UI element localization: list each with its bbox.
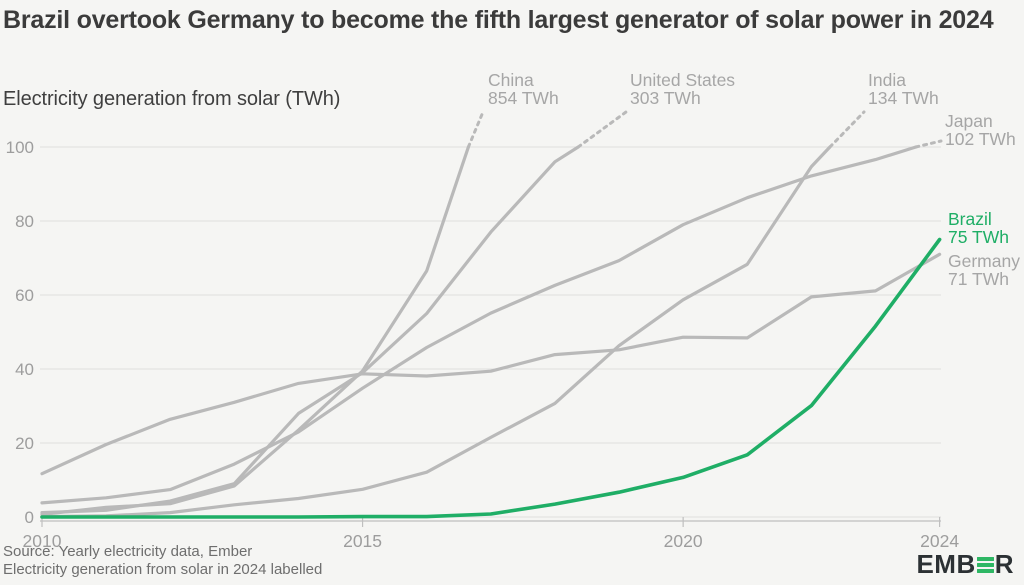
x-axis	[40, 517, 941, 527]
series-label-united-states: United States 303 TWh	[630, 70, 735, 108]
series-label-india: India 134 TWh	[868, 70, 939, 108]
series-label-japan: Japan 102 TWh	[945, 111, 1016, 149]
series-line-united-states	[40, 145, 580, 515]
logo-text-r: R	[994, 549, 1014, 579]
y-tick-label-20: 20	[15, 434, 34, 453]
label-connector-japan	[914, 139, 943, 149]
y-tick-label-0: 0	[25, 508, 34, 527]
series-line-germany	[40, 252, 942, 476]
logo-text-emb: EMB	[916, 549, 976, 579]
x-tick-label-2020: 2020	[664, 531, 703, 551]
y-tick-label-60: 60	[15, 286, 34, 305]
series-japan: Japan 102 TWh	[40, 111, 1016, 505]
ember-logo-e-bars-icon	[976, 556, 994, 573]
x-tick-label-2015: 2015	[343, 531, 382, 551]
ember-logo: EMB R	[916, 549, 1014, 580]
series-label-china: China 854 TWh	[488, 70, 559, 108]
series-brazil: Brazil 75 TWh	[40, 209, 1009, 519]
x-axis-tick-labels: 2010 2015 2020 2024	[23, 531, 960, 551]
label-connector-china	[466, 110, 485, 149]
series-label-brazil: Brazil 75 TWh	[948, 209, 1009, 247]
series-line-china	[40, 145, 470, 517]
series-united-states: United States 303 TWh	[40, 70, 735, 515]
series-germany: Germany 71 TWh	[40, 251, 1020, 476]
x-tick-label-2024: 2024	[920, 531, 959, 551]
source-line-2: Electricity generation from solar in 202…	[3, 561, 323, 578]
y-tick-label-100: 100	[6, 138, 34, 157]
series-india: India 134 TWh	[40, 70, 939, 519]
chart-title: Brazil overtook Germany to become the fi…	[3, 6, 994, 34]
label-connector-india	[828, 110, 866, 149]
y-tick-label-80: 80	[15, 212, 34, 231]
x-tick-label-2010: 2010	[23, 531, 62, 551]
series-line-japan	[40, 145, 918, 505]
gridlines	[40, 146, 941, 518]
series-label-germany: Germany 71 TWh	[948, 251, 1020, 289]
y-tick-label-40: 40	[15, 360, 34, 379]
source-note: Source: Yearly electricity data, Ember E…	[3, 543, 322, 579]
source-line-1: Source: Yearly electricity data, Ember	[3, 543, 253, 560]
series-line-brazil	[40, 237, 942, 519]
y-axis-tick-labels: 0 20 40 60 80 100	[6, 138, 34, 527]
chart-subtitle: Electricity generation from solar (TWh)	[3, 88, 341, 110]
label-connector-united-states	[576, 110, 628, 149]
series-china: China 854 TWh	[40, 70, 559, 517]
series-line-india	[40, 145, 832, 519]
